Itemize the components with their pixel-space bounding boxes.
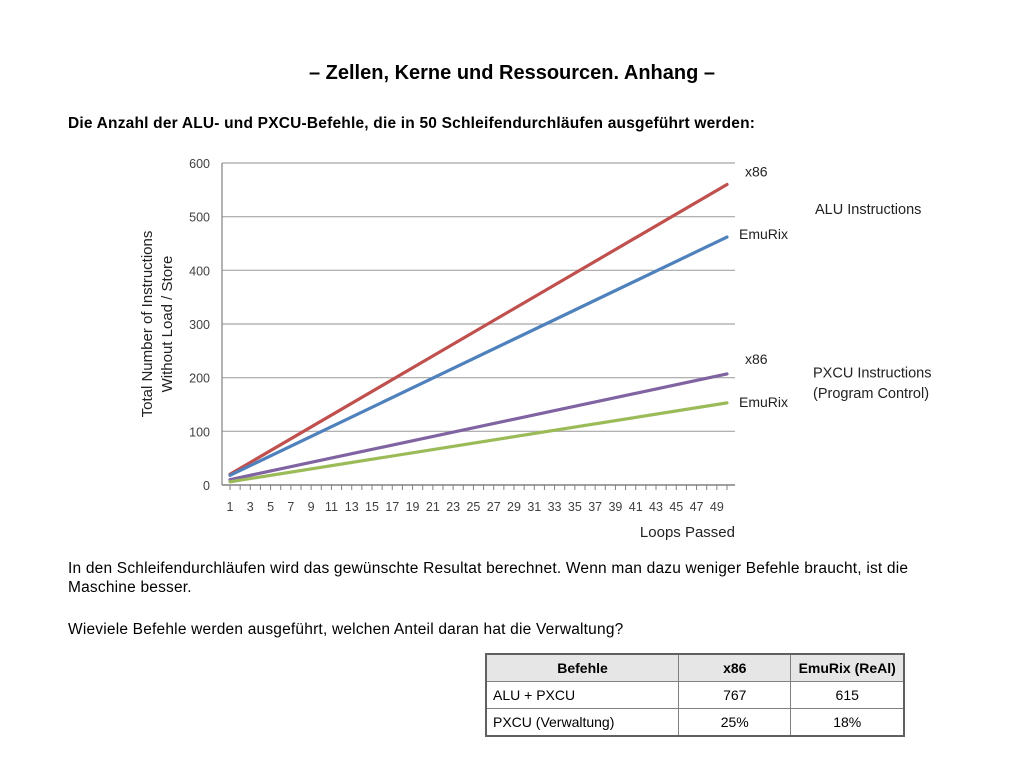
cell-x86: 767	[678, 681, 792, 709]
y-tick-label: 300	[189, 318, 210, 332]
y-tick-label: 200	[189, 372, 210, 386]
x-tick-label: 29	[507, 500, 521, 514]
cell-emurix: 615	[790, 681, 905, 709]
x-tick-label: 27	[487, 500, 501, 514]
x-tick-label: 15	[365, 500, 379, 514]
x-tick-label: 33	[548, 500, 562, 514]
header-befehle: Befehle	[485, 653, 680, 682]
x-tick-label: 19	[406, 500, 420, 514]
x-axis-title: Loops Passed	[640, 524, 735, 541]
series-line-emurix-alu	[228, 235, 729, 477]
y-tick-label: 400	[189, 264, 210, 278]
series-line-x86-pxcu	[228, 372, 729, 482]
table-header-row: Befehle x86 EmuRix (ReAl)	[485, 653, 905, 682]
x-tick-label: 39	[608, 500, 622, 514]
table-row: PXCU (Verwaltung) 25% 18%	[485, 708, 905, 737]
table-row: ALU + PXCU 767 615	[485, 681, 905, 709]
row-label: PXCU (Verwaltung)	[485, 708, 680, 737]
y-tick-label: 100	[189, 425, 210, 439]
header-x86: x86	[678, 653, 792, 682]
cell-x86: 25%	[678, 708, 792, 737]
x-tick-label: 49	[710, 500, 724, 514]
explanation-paragraph: In den Schleifendurchläufen wird das gew…	[68, 560, 909, 596]
x-tick-label: 35	[568, 500, 582, 514]
row-label: ALU + PXCU	[485, 681, 680, 709]
x-tick-label: 25	[466, 500, 480, 514]
page-title: – Zellen, Kerne und Ressourcen. Anhang –	[308, 62, 715, 84]
y-tick-label: 600	[189, 157, 210, 171]
x-tick-label: 17	[385, 500, 399, 514]
x-tick-label: 3	[247, 500, 254, 514]
x-tick-label: 45	[669, 500, 683, 514]
x-tick-label: 7	[287, 500, 294, 514]
pxcu-group-label: PXCU Instructions	[813, 366, 931, 382]
y-tick-label: 0	[203, 479, 210, 493]
x-tick-label: 1	[227, 500, 234, 514]
series-line-emurix-pxcu	[228, 401, 729, 484]
series-label: x86	[745, 163, 768, 179]
question-paragraph: Wieviele Befehle werden ausgeführt, welc…	[68, 621, 624, 638]
x-tick-label: 11	[325, 500, 338, 514]
alu-group-label: ALU Instructions	[815, 202, 921, 218]
pxcu-group-sublabel: (Program Control)	[813, 386, 929, 402]
series-label: x86	[745, 351, 768, 367]
series-label: EmuRix	[739, 226, 788, 242]
series-label: EmuRix	[739, 394, 788, 410]
x-tick-label: 9	[308, 500, 315, 514]
x-tick-label: 41	[629, 500, 643, 514]
cell-emurix: 18%	[790, 708, 905, 737]
header-emurix: EmuRix (ReAl)	[790, 653, 905, 682]
y-tick-label: 500	[189, 211, 210, 225]
x-tick-label: 43	[649, 500, 663, 514]
x-tick-label: 21	[426, 500, 440, 514]
results-table: Befehle x86 EmuRix (ReAl) ALU + PXCU 767…	[485, 653, 905, 737]
x-tick-label: 23	[446, 500, 460, 514]
series-line-x86-alu	[228, 182, 729, 476]
y-axis-title-line1: Total Number of Instructions	[139, 231, 156, 418]
x-tick-label: 5	[267, 500, 274, 514]
chart-caption: Die Anzahl der ALU- und PXCU-Befehle, di…	[68, 115, 756, 132]
x-tick-label: 47	[690, 500, 704, 514]
x-tick-label: 13	[345, 500, 359, 514]
y-axis-title-line2: Without Load / Store	[159, 256, 176, 393]
x-tick-label: 31	[527, 500, 541, 514]
x-tick-label: 37	[588, 500, 602, 514]
